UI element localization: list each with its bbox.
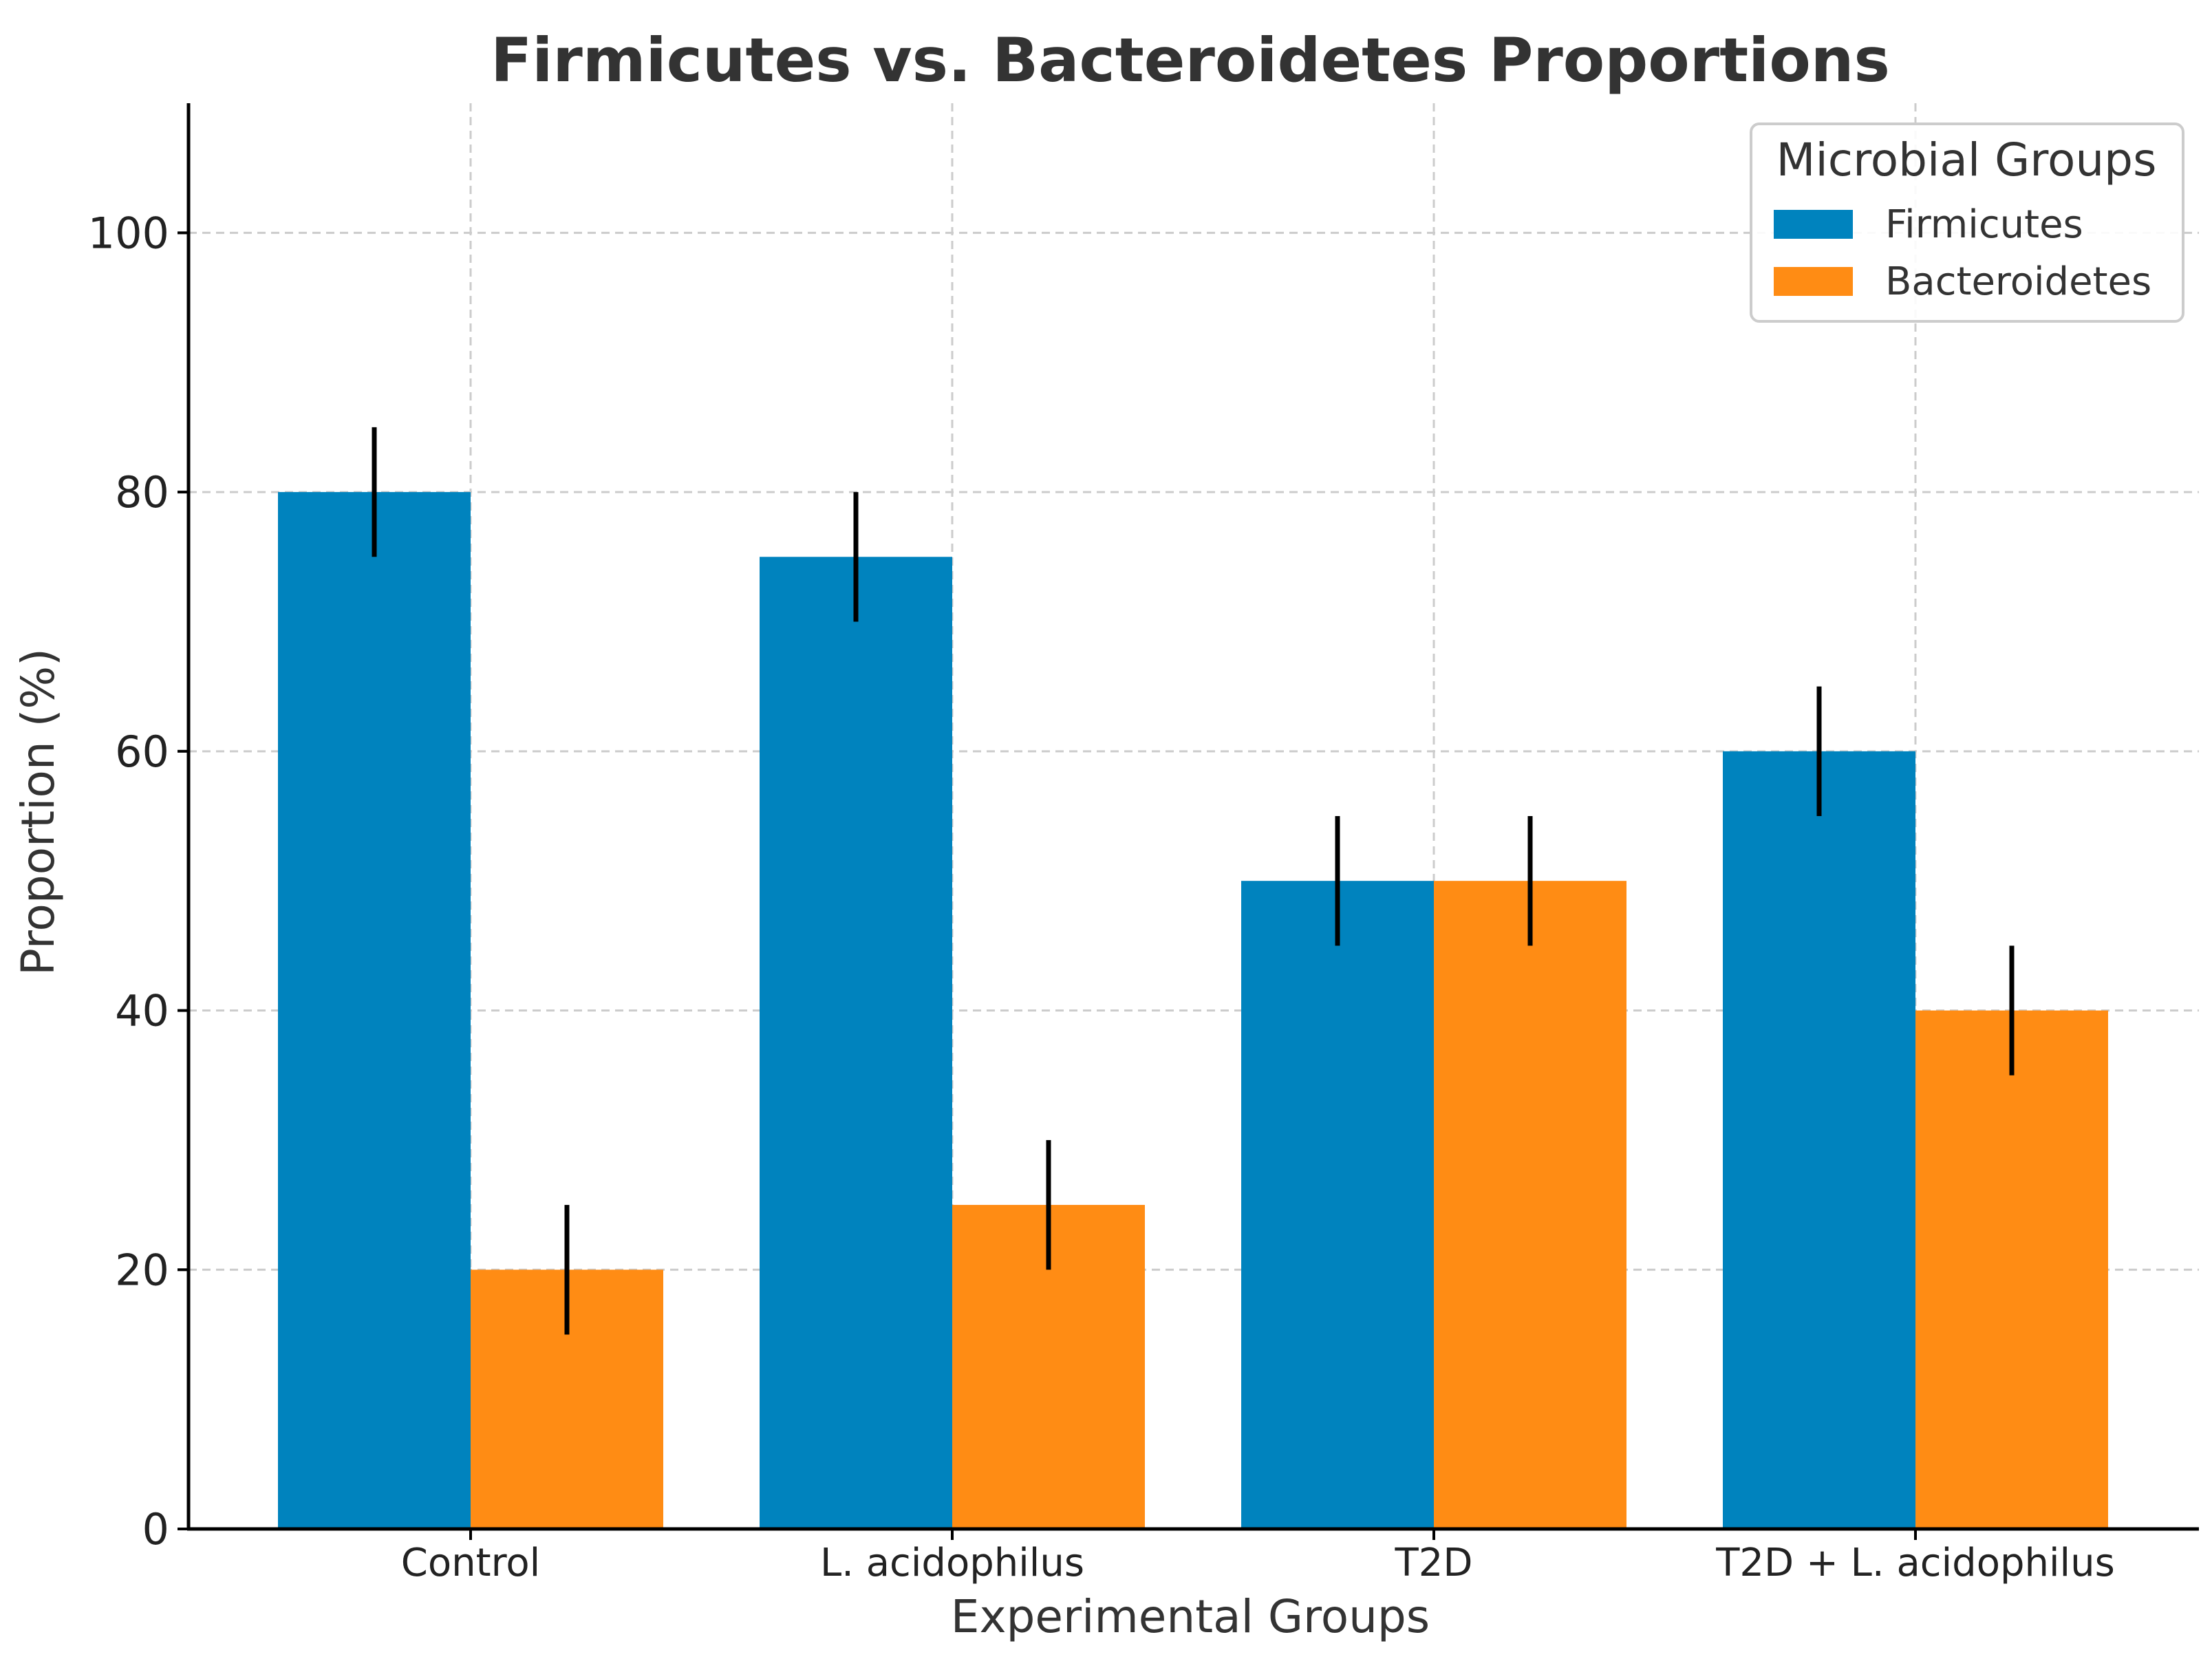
x-tick-label: T2D + L. acidophilus [1715,1541,2115,1585]
x-axis-label: Experimental Groups [951,1590,1430,1643]
bars [278,427,2108,1530]
y-tick-label: 20 [115,1245,169,1295]
y-axis-label: Proportion (%) [12,648,65,976]
x-ticks: Control L. acidophilus T2D T2D + L. acidoph… [401,1529,2115,1585]
bar-bacteroidetes [1434,881,1626,1529]
y-tick-label: 80 [115,467,169,517]
axes [186,103,2199,1531]
legend-box [1750,122,2184,323]
x-tick-label: L. acidophilus [820,1541,1084,1585]
bar-bacteroidetes [1915,1010,2108,1529]
bar-firmicutes [1723,751,1915,1529]
legend-label-bacteroidetes: Bacteroidetes [1885,259,2151,304]
legend-label-firmicutes: Firmicutes [1885,202,2083,247]
y-tick-label: 40 [115,986,169,1036]
y-ticks: 0 20 40 60 80 100 [88,208,189,1554]
x-tick-label: Control [401,1541,540,1585]
legend-title: Microbial Groups [1776,133,2157,186]
y-tick-label: 100 [88,208,169,258]
chart-title: Firmicutes vs. Bacteroidetes Proportions [491,25,1890,96]
bar-firmicutes [1241,881,1434,1529]
legend: Microbial Groups Firmicutes Bacteroidete… [1750,122,2184,323]
legend-swatch-bacteroidetes [1774,267,1853,296]
legend-swatch-firmicutes [1774,210,1853,239]
bar-firmicutes [278,492,471,1530]
bar-firmicutes [760,557,952,1529]
x-tick-label: T2D [1395,1541,1473,1585]
y-tick-label: 60 [115,727,169,777]
y-tick-label: 0 [142,1504,169,1554]
